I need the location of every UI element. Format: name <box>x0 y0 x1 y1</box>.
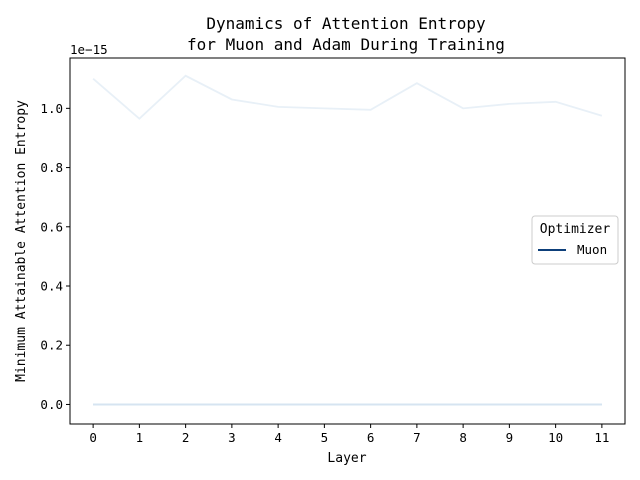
legend-title: Optimizer <box>540 222 611 237</box>
y-axis-ticks: 0.0 0.2 0.4 0.6 0.8 1.0 <box>40 101 70 412</box>
x-tick-label: 4 <box>274 430 282 445</box>
legend-box <box>531 215 619 265</box>
x-tick-label: 9 <box>506 430 514 445</box>
series-line-0 <box>92 74 603 120</box>
plot-frame <box>69 57 626 425</box>
y-tick-label: 0.4 <box>40 279 63 294</box>
x-tick-label: 10 <box>548 430 563 445</box>
x-tick-label: 2 <box>182 430 190 445</box>
x-tick-label: 5 <box>321 430 329 445</box>
x-tick-label: 0 <box>89 430 97 445</box>
plot-lines <box>92 74 603 406</box>
x-tick-label: 11 <box>594 430 609 445</box>
y-tick-label: 0.2 <box>40 338 63 353</box>
x-tick-label: 7 <box>413 430 421 445</box>
y-axis-label: Minimum Attainable Attention Entropy <box>14 100 29 382</box>
chart-title-line-2: for Muon and Adam During Training <box>187 35 505 54</box>
y-offset-label: 1e−15 <box>70 42 108 57</box>
y-tick-label: 0.0 <box>40 397 63 412</box>
y-tick-label: 1.0 <box>40 101 63 116</box>
y-tick-label: 0.6 <box>40 219 63 234</box>
x-tick-label: 3 <box>228 430 236 445</box>
legend-label-muon: Muon <box>577 242 607 257</box>
x-tick-label: 6 <box>367 430 375 445</box>
x-tick-label: 1 <box>136 430 144 445</box>
x-axis-ticks: 0 1 2 3 4 5 6 7 8 9 10 11 <box>89 424 609 445</box>
x-tick-label: 8 <box>459 430 467 445</box>
chart-title-line-1: Dynamics of Attention Entropy <box>206 14 486 33</box>
legend: Optimizer Muon <box>531 215 619 265</box>
y-tick-label: 0.8 <box>40 160 63 175</box>
x-axis-label: Layer <box>327 451 366 466</box>
